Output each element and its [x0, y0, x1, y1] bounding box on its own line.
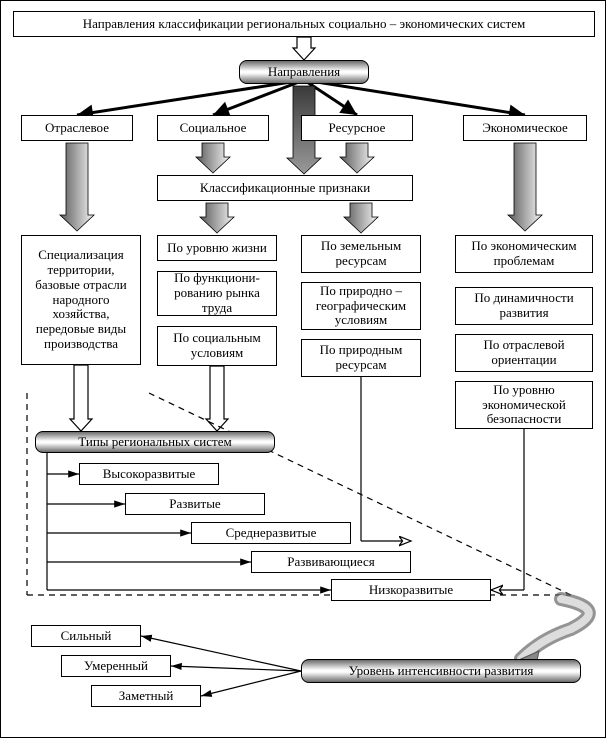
- node-econ: Экономическое: [463, 115, 587, 141]
- node-social: Социальное: [157, 115, 269, 141]
- node-intensity: Уровень интенсивности развития: [301, 659, 581, 683]
- node-features: Классификационные признаки: [157, 175, 413, 201]
- node-eco3: По отраслевой ориентации: [455, 334, 593, 372]
- node-eco4: По уровню экономической безопасности: [455, 381, 593, 429]
- node-soc3: По социальным условиям: [157, 326, 277, 366]
- node-sector: Отраслевое: [21, 115, 133, 141]
- node-s1: Сильный: [31, 625, 141, 647]
- node-types: Типы региональных систем: [35, 431, 275, 453]
- node-eco2: По динамичности развития: [455, 287, 593, 325]
- node-res1: По земельным ресурсам: [301, 235, 421, 273]
- node-t3: Среднеразвитые: [191, 522, 351, 544]
- node-soc2: По функциони- рованию рынка труда: [157, 271, 277, 316]
- node-sector_long: Специализация территории, базовые отрасл…: [21, 235, 141, 365]
- node-res3: По природным ресурсам: [301, 339, 421, 377]
- node-soc1: По уровню жизни: [157, 235, 277, 261]
- diagram-stage: Направления классификации региональных с…: [0, 0, 606, 738]
- node-s3: Заметный: [91, 685, 201, 707]
- node-t4: Развивающиеся: [251, 551, 411, 573]
- node-resource: Ресурсное: [301, 115, 413, 141]
- node-directions: Направления: [239, 60, 369, 84]
- node-s2: Умеренный: [61, 655, 171, 677]
- node-title: Направления классификации региональных с…: [13, 11, 595, 37]
- node-eco1: По экономическим проблемам: [455, 235, 593, 273]
- node-t2: Развитые: [125, 493, 265, 515]
- node-res2: По природно – географическим условиям: [301, 282, 421, 330]
- node-t5: Низкоразвитые: [331, 579, 491, 601]
- node-t1: Высокоразвитые: [79, 463, 219, 485]
